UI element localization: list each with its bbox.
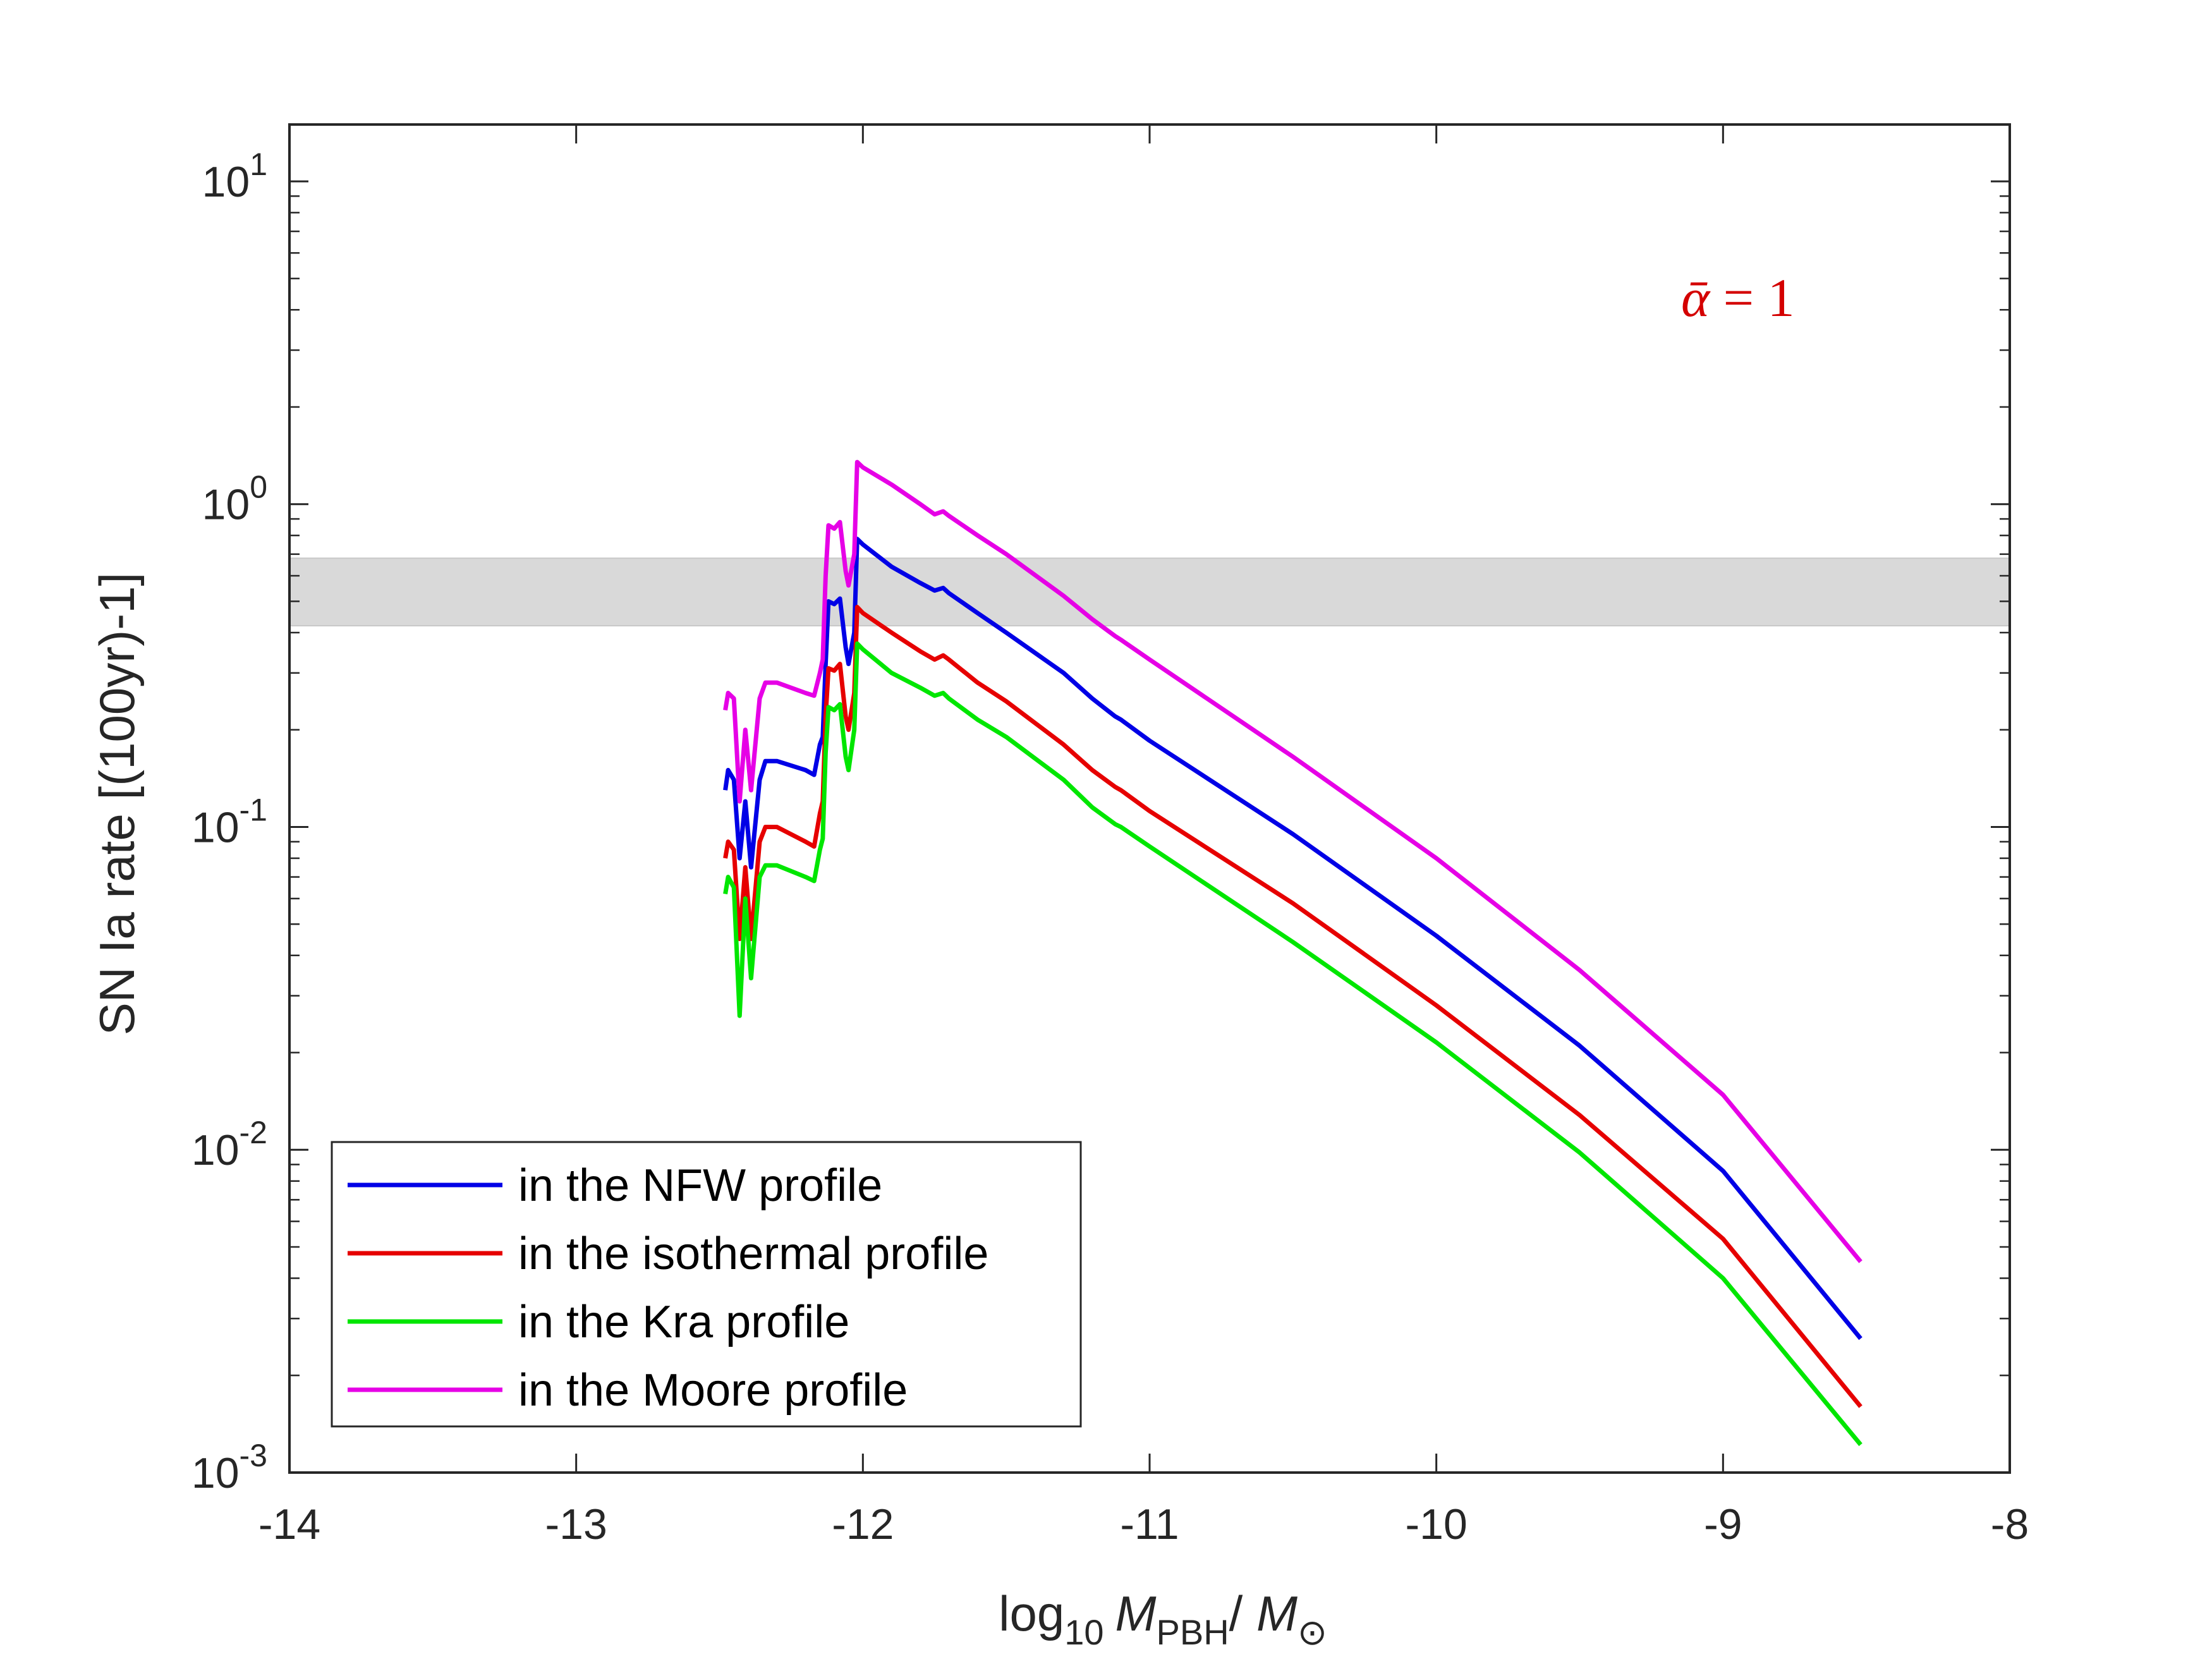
legend-label-3: in the Kra profile [518, 1297, 849, 1347]
y-tick-label-0: 101 [202, 147, 267, 206]
y-tick-labels: 101 100 10-1 10-2 10-3 [191, 147, 267, 1497]
x-tick-label-6: -8 [1991, 1500, 2029, 1548]
x-tick-labels: -14 -13 -12 -11 -10 -9 -8 [258, 1500, 2029, 1548]
y-axis-label: SN Ia rate [(100yr)-1] [89, 573, 145, 1036]
x-tick-label-0: -14 [258, 1500, 320, 1548]
y-tick-label-1: 100 [202, 470, 267, 529]
x-tick-label-4: -10 [1406, 1500, 1468, 1548]
y-tick-label-2: 10-1 [191, 792, 267, 851]
observed-rate-band [289, 557, 2010, 627]
y-tick-label-3: 10-2 [191, 1115, 267, 1174]
legend-box [331, 1141, 1082, 1428]
legend-label-4: in the Moore profile [518, 1365, 908, 1416]
axis-ticks [288, 125, 2011, 1474]
legend-label-2: in the isothermal profile [518, 1229, 988, 1279]
x-tick-label-5: -9 [1704, 1500, 1742, 1548]
legend-label-1: in the NFW profile [518, 1160, 882, 1211]
x-tick-label-2: -12 [832, 1500, 894, 1548]
series-line-3 [723, 641, 1863, 1447]
series-line-4 [723, 459, 1863, 1263]
alpha-annotation: ᾱ = 1 [1681, 267, 1795, 328]
x-axis-label: log10 MPBH/ M⊙ [999, 1586, 1327, 1652]
series-group [723, 459, 1863, 1447]
x-tick-label-1: -13 [545, 1500, 607, 1548]
legend: in the NFW profile in the isothermal prof… [331, 1141, 1082, 1428]
y-tick-label-4: 10-3 [191, 1438, 267, 1497]
x-tick-label-3: -11 [1120, 1500, 1179, 1548]
